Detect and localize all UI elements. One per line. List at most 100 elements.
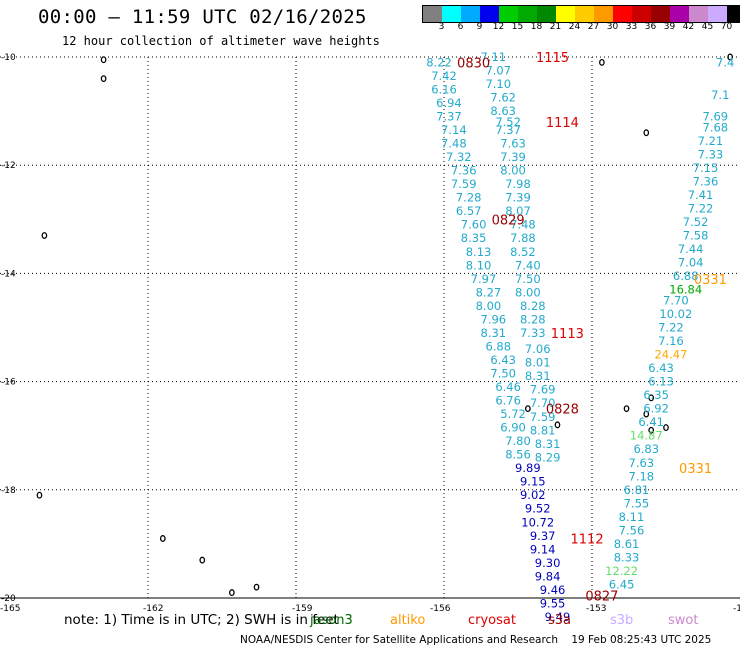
legend-swatch bbox=[708, 6, 727, 22]
wave-height-value: 14.87 bbox=[630, 429, 663, 443]
wave-height-value: 6.90 bbox=[500, 421, 526, 435]
wave-height-value: 9.46 bbox=[540, 583, 566, 597]
lon-tick-label: -153 bbox=[586, 604, 606, 614]
pass-time-label: 0829 bbox=[492, 213, 525, 228]
wave-height-value: 8.00 bbox=[515, 285, 541, 299]
pass-time-label: 0827 bbox=[585, 589, 618, 604]
wave-height-value: 7.37 bbox=[436, 110, 462, 124]
wave-height-value: 10.72 bbox=[521, 515, 554, 529]
wave-height-value: 6.88 bbox=[485, 339, 511, 353]
wave-height-value: 9.14 bbox=[530, 542, 556, 556]
lon-tick-label: -156 bbox=[430, 604, 451, 614]
wave-height-value: 9.37 bbox=[530, 529, 556, 543]
legend-tick-label: 6 bbox=[457, 22, 464, 32]
wave-height-value: 7.50 bbox=[515, 272, 541, 286]
legend-swatch bbox=[575, 6, 594, 22]
wave-height-value: 7.06 bbox=[525, 342, 551, 356]
map-frame bbox=[0, 56, 740, 599]
wave-height-value: 7.37 bbox=[495, 123, 521, 137]
island-outline bbox=[36, 491, 43, 499]
wave-height-value: 6.46 bbox=[495, 380, 521, 394]
wave-height-value: 8.31 bbox=[535, 437, 561, 451]
wave-height-value: 12.22 bbox=[605, 564, 638, 578]
legend-tick-label: 27 bbox=[587, 22, 600, 32]
pass-time-label: 1112 bbox=[571, 532, 604, 547]
wave-height-value: 7.07 bbox=[485, 64, 511, 78]
wave-height-value: 8.29 bbox=[535, 450, 561, 464]
wave-height-value: 7.42 bbox=[431, 69, 457, 83]
wave-height-value: 7.39 bbox=[505, 191, 531, 205]
wave-height-value: 9.49 bbox=[545, 610, 571, 624]
island-outline bbox=[643, 129, 650, 137]
pass-time-label: 0331 bbox=[679, 462, 712, 477]
island-outline bbox=[727, 53, 733, 61]
legend-tick-label: 15 bbox=[511, 22, 524, 32]
lat-tick-label: -16 bbox=[1, 378, 16, 388]
pass-time-label: 0331 bbox=[694, 273, 727, 288]
legend-swatch bbox=[480, 6, 499, 22]
wave-height-value: 7.1 bbox=[711, 88, 729, 102]
wave-height-value: 7.59 bbox=[451, 177, 477, 191]
wave-height-value: 7.97 bbox=[471, 272, 497, 286]
wave-height-value: 7.48 bbox=[441, 137, 467, 151]
wave-height-value: 6.43 bbox=[490, 353, 516, 367]
wave-height-value: 7.50 bbox=[490, 366, 516, 380]
wave-height-value: 7.48 bbox=[510, 218, 536, 232]
wave-height-value: 16.84 bbox=[669, 283, 702, 297]
island-outline bbox=[41, 232, 48, 239]
wave-height-value: 8.01 bbox=[525, 356, 551, 370]
island-outline bbox=[199, 556, 206, 564]
credit-line: NOAA/NESDIS Center for Satellite Applica… bbox=[240, 634, 712, 646]
mission-legend: jason3 altiko cryosat s3a s3b swot bbox=[0, 613, 740, 629]
wave-height-value: 7.63 bbox=[500, 137, 526, 151]
wave-height-value: 7.14 bbox=[441, 123, 467, 137]
wave-height-value: 7.96 bbox=[481, 312, 507, 326]
wave-height-value: 6.81 bbox=[624, 483, 650, 497]
wave-height-value: 7.15 bbox=[693, 161, 719, 175]
legend-tick-label: 42 bbox=[682, 22, 695, 32]
legend-tick-label: 12 bbox=[492, 22, 505, 32]
lat-lon-grid bbox=[0, 57, 740, 598]
wave-height-value: 7.36 bbox=[451, 164, 477, 178]
wave-height-value: 7.88 bbox=[510, 231, 536, 245]
lat-tick-label: -10 bbox=[1, 53, 16, 63]
wave-height-value: 6.88 bbox=[673, 269, 699, 283]
wave-height-value: 6.43 bbox=[648, 361, 674, 375]
wave-height-value: 8.28 bbox=[520, 312, 546, 326]
mission-label-altiko: altiko bbox=[390, 613, 426, 628]
wave-height-value: 7.33 bbox=[698, 147, 724, 161]
wave-height-value: 8.61 bbox=[614, 537, 640, 551]
legend-tick-label: 9 bbox=[476, 22, 483, 32]
pass-time-label: 1115 bbox=[536, 51, 569, 66]
lat-tick-label: -12 bbox=[1, 161, 16, 171]
legend-swatch bbox=[727, 6, 740, 22]
wave-height-value: 7.80 bbox=[505, 434, 531, 448]
wave-height-value: 7.33 bbox=[520, 326, 546, 340]
island-outline bbox=[100, 75, 107, 83]
island-outline bbox=[643, 410, 650, 418]
legend-tick-label: 21 bbox=[549, 22, 562, 32]
legend-tick-label: 3 bbox=[438, 22, 445, 32]
wave-height-value: 7.28 bbox=[456, 191, 482, 205]
legend-swatch bbox=[651, 6, 670, 22]
pass-time-label: 1114 bbox=[546, 116, 579, 131]
page-title: 00:00 – 11:59 UTC 02/16/2025 bbox=[38, 6, 367, 28]
legend-tick-label: 33 bbox=[625, 22, 638, 32]
wave-height-value: 9.84 bbox=[535, 569, 561, 583]
wave-height-value: 8.33 bbox=[614, 550, 640, 564]
wave-height-value: 7.69 bbox=[530, 383, 556, 397]
mission-label-s3a: s3a bbox=[548, 613, 572, 628]
wave-height-value: 7.22 bbox=[688, 201, 714, 215]
wave-height-value: 7.69 bbox=[703, 110, 729, 124]
wave-height-value: 8.11 bbox=[619, 510, 645, 524]
wave-height-value: 7.39 bbox=[500, 150, 526, 164]
island-outline bbox=[554, 421, 561, 429]
wave-height-value: 7.04 bbox=[678, 256, 704, 270]
color-legend-bar bbox=[422, 5, 740, 23]
wave-height-tracks: 8.227.426.166.947.377.147.487.327.367.59… bbox=[426, 50, 734, 624]
legend-tick-label: 18 bbox=[530, 22, 543, 32]
lon-tick-label: -15 bbox=[733, 604, 740, 614]
wave-height-value: 8.28 bbox=[520, 299, 546, 313]
